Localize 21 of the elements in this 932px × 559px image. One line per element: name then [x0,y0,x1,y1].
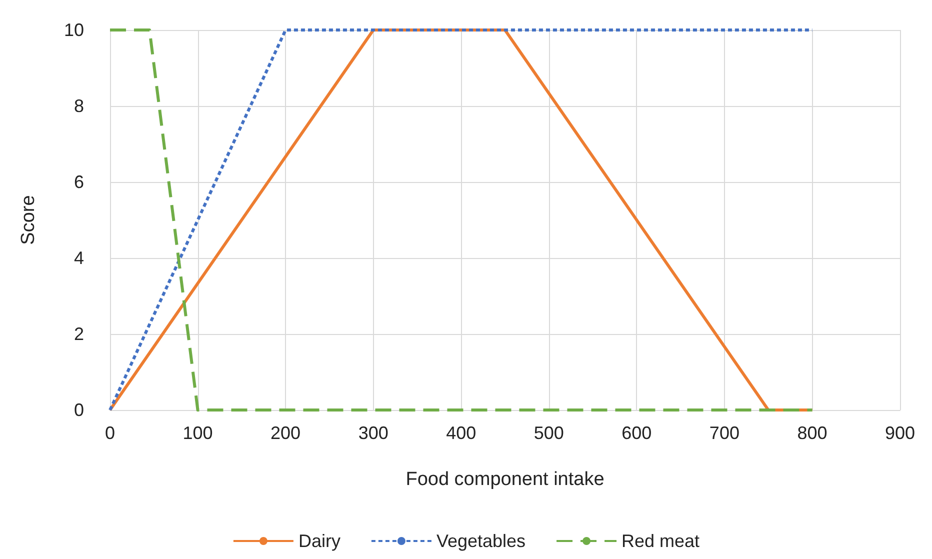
x-tick-label: 500 [534,423,564,443]
x-tick-label: 700 [709,423,740,443]
y-tick-label: 2 [74,324,84,344]
y-tick-label: 0 [74,400,84,420]
y-tick-label: 6 [74,172,84,192]
legend-label: Red meat [622,531,700,551]
x-axis-title: Food component intake [406,469,604,490]
x-tick-label: 600 [622,423,652,443]
y-tick-label: 8 [74,96,84,116]
x-tick-label: 100 [182,423,213,443]
x-tick-label: 400 [446,423,476,443]
x-tick-label: 300 [358,423,388,443]
x-tick-label: 0 [104,423,116,443]
x-tick-label: 800 [797,423,828,443]
y-tick-label: 4 [74,248,84,268]
x-tick-label: 900 [884,423,916,443]
y-tick-label: 10 [64,20,84,40]
legend-label: Vegetables [436,531,526,551]
y-axis-title: Score [18,195,39,245]
x-tick-label: 200 [270,423,301,443]
legend-label: Dairy [298,531,340,551]
